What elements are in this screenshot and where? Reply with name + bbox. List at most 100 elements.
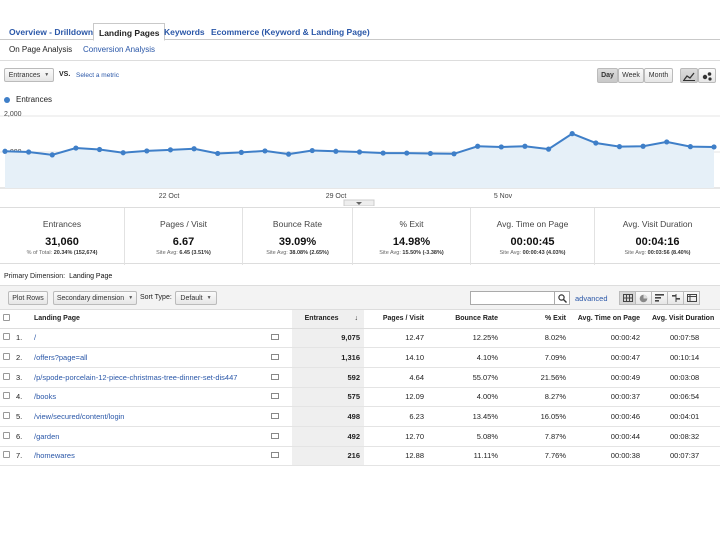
- data-point[interactable]: [380, 150, 386, 156]
- row-checkbox[interactable]: [3, 412, 10, 420]
- data-point[interactable]: [451, 151, 457, 157]
- data-point[interactable]: [262, 148, 268, 154]
- select-metric-link[interactable]: Select a metric: [76, 72, 119, 79]
- metric-avg-visit-duration[interactable]: Avg. Visit Duration 00:04:16 Site Avg: 0…: [595, 208, 720, 265]
- data-point[interactable]: [640, 143, 646, 149]
- data-point[interactable]: [120, 150, 126, 156]
- external-link-icon[interactable]: [271, 354, 279, 361]
- external-link-icon[interactable]: [271, 432, 279, 439]
- table-row[interactable]: 5./view/secured/content/login 498 6.23 13.4…: [0, 406, 720, 427]
- line-chart-toggle[interactable]: [680, 68, 698, 83]
- term-cloud-view-button[interactable]: [683, 291, 700, 305]
- landing-page-header[interactable]: Landing Page: [34, 310, 264, 329]
- data-point[interactable]: [26, 149, 32, 155]
- metric-select[interactable]: Entrances ▼: [4, 68, 54, 82]
- metric-entrances[interactable]: Entrances 31,060 % of Total: 20.34% (152…: [0, 208, 125, 265]
- landing-page-link[interactable]: /homewares: [34, 451, 75, 461]
- tab-keywords[interactable]: Keywords: [164, 27, 205, 37]
- data-point[interactable]: [498, 144, 504, 150]
- motion-chart-toggle[interactable]: [698, 68, 716, 83]
- avg-time-on-page-header[interactable]: Avg. Time on Page: [572, 310, 646, 329]
- data-point[interactable]: [49, 152, 55, 158]
- external-link-icon[interactable]: [271, 393, 279, 400]
- subtab-conversion-analysis[interactable]: Conversion Analysis: [83, 45, 156, 54]
- data-point[interactable]: [96, 146, 103, 153]
- table-row[interactable]: 7./homewares 216 12.88 11.11% 7.76% 00:00:38 0…: [0, 446, 720, 467]
- period-month-button[interactable]: Month: [644, 68, 673, 83]
- period-day-button[interactable]: Day: [597, 68, 618, 83]
- period-week-button[interactable]: Week: [618, 68, 644, 83]
- tab-ecommerce[interactable]: Ecommerce (Keyword & Landing Page): [211, 27, 370, 37]
- subtab-on-page-analysis[interactable]: On Page Analysis: [9, 45, 73, 54]
- table-row[interactable]: 4./books 575 12.09 4.00% 8.27% 00:00:37 00:06:…: [0, 387, 720, 408]
- pages-per-visit-header[interactable]: Pages / Visit: [364, 310, 430, 329]
- metric-exit[interactable]: % Exit 14.98% Site Avg: 15.50% (-3.38%): [353, 208, 471, 265]
- search-button[interactable]: [554, 291, 570, 305]
- data-table-view-button[interactable]: [619, 291, 636, 305]
- entrances-line-chart[interactable]: 2,000 1,000 22 Oct 29 Oct 5 Nov: [0, 108, 720, 206]
- data-point[interactable]: [522, 143, 528, 149]
- landing-page-link[interactable]: /offers?page=all: [34, 353, 88, 363]
- external-link-icon[interactable]: [271, 413, 279, 420]
- row-checkbox[interactable]: [3, 451, 10, 459]
- metric-bounce-rate[interactable]: Bounce Rate 39.09% Site Avg: 38.08% (2.6…: [243, 208, 353, 265]
- row-checkbox[interactable]: [3, 353, 10, 361]
- select-all-checkbox[interactable]: [3, 314, 10, 322]
- data-point[interactable]: [238, 149, 244, 155]
- exit-header[interactable]: % Exit: [504, 310, 572, 329]
- plot-rows-button[interactable]: Plot Rows: [8, 291, 48, 305]
- data-point[interactable]: [215, 150, 221, 157]
- advanced-filter-link[interactable]: advanced: [575, 294, 608, 303]
- data-point[interactable]: [333, 148, 339, 154]
- row-checkbox[interactable]: [3, 372, 10, 380]
- data-point[interactable]: [73, 145, 79, 151]
- landing-page-link[interactable]: /view/secured/content/login: [34, 412, 125, 422]
- data-point[interactable]: [167, 147, 174, 153]
- data-point[interactable]: [593, 140, 599, 146]
- data-point[interactable]: [144, 148, 150, 154]
- external-link-icon[interactable]: [271, 373, 279, 380]
- data-point[interactable]: [356, 149, 363, 155]
- pie-view-button[interactable]: [635, 291, 652, 305]
- data-point[interactable]: [309, 147, 315, 154]
- comparison-view-button[interactable]: [667, 291, 684, 305]
- primary-dimension-value[interactable]: Landing Page: [69, 273, 113, 280]
- table-row[interactable]: 6./garden 492 12.70 5.08% 7.87% 00:00:44 00:08…: [0, 426, 720, 447]
- metric-pages-per-visit[interactable]: Pages / Visit 6.67 Site Avg: 6.45 (3.51%…: [125, 208, 243, 265]
- tab-landing-pages[interactable]: Landing Pages: [93, 23, 166, 41]
- row-checkbox[interactable]: [3, 392, 10, 400]
- table-row[interactable]: 1./ 9,075 12.47 12.25% 8.02% 00:00:42 00:07:58: [0, 328, 720, 349]
- table-row[interactable]: 3./p/spode-porcelain-12-piece-christmas-…: [0, 367, 720, 388]
- performance-view-button[interactable]: [651, 291, 668, 305]
- data-point[interactable]: [545, 146, 552, 152]
- data-point[interactable]: [427, 150, 433, 157]
- data-point[interactable]: [286, 151, 292, 157]
- landing-page-link[interactable]: /p/spode-porcelain-12-piece-christmas-tr…: [34, 372, 238, 382]
- table-search-input[interactable]: [470, 291, 570, 305]
- landing-page-link[interactable]: /garden: [34, 431, 60, 441]
- sort-type-select[interactable]: Default ▼: [175, 291, 217, 305]
- entrances-header[interactable]: Entrances ↓: [292, 310, 364, 329]
- data-point[interactable]: [687, 144, 693, 150]
- legend-label: Entrances: [16, 95, 53, 104]
- metric-avg-time-on-page[interactable]: Avg. Time on Page 00:00:45 Site Avg: 00:…: [471, 208, 595, 265]
- landing-page-link[interactable]: /books: [34, 392, 57, 402]
- data-point[interactable]: [191, 146, 197, 152]
- avg-visit-duration-header[interactable]: Avg. Visit Duration: [646, 310, 720, 329]
- external-link-icon[interactable]: [271, 334, 279, 341]
- row-checkbox[interactable]: [3, 431, 10, 439]
- secondary-dimension-select[interactable]: Secondary dimension ▼: [53, 291, 137, 305]
- data-point[interactable]: [616, 144, 623, 150]
- table-row[interactable]: 2./offers?page=all 1,316 14.10 4.10% 7.09% 00…: [0, 347, 720, 368]
- row-checkbox[interactable]: [3, 333, 10, 341]
- landing-page-link[interactable]: /: [34, 333, 37, 343]
- data-point[interactable]: [2, 148, 8, 154]
- data-point[interactable]: [404, 150, 410, 156]
- data-point[interactable]: [475, 143, 481, 149]
- external-link-icon[interactable]: [271, 452, 279, 459]
- data-point[interactable]: [569, 131, 575, 137]
- bounce-rate-header[interactable]: Bounce Rate: [430, 310, 504, 329]
- tab-overview-drilldown[interactable]: Overview - Drilldown: [9, 27, 94, 37]
- data-point[interactable]: [664, 139, 670, 145]
- data-point[interactable]: [711, 144, 717, 150]
